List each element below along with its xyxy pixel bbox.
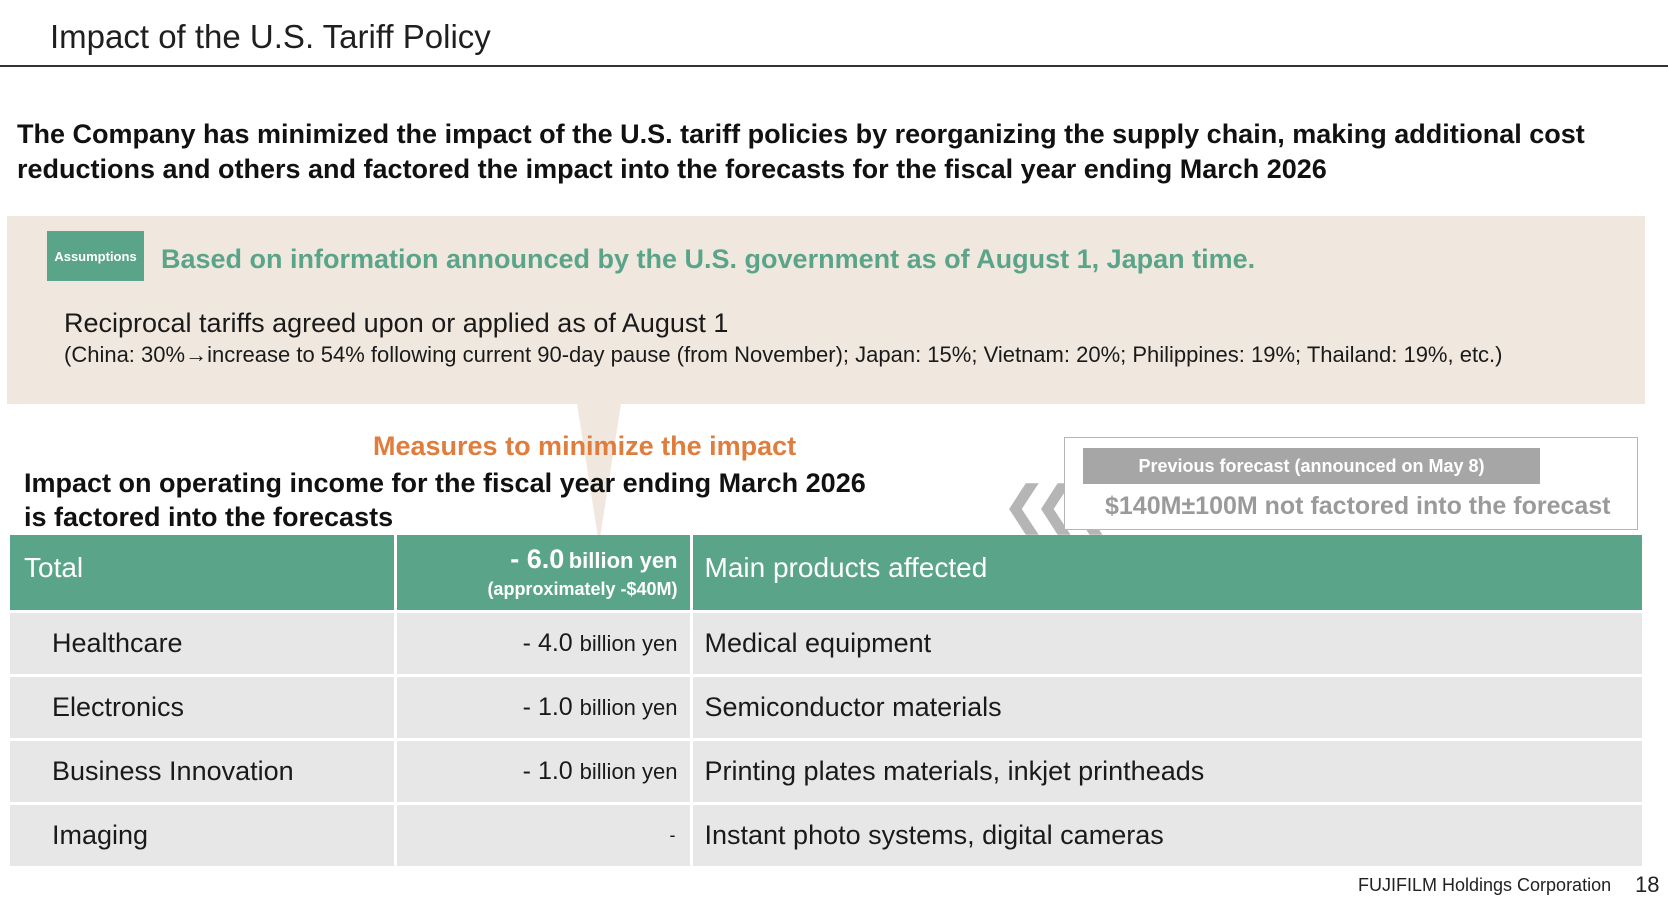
table-row: Imaging - Instant photo systems, digital… — [10, 803, 1642, 869]
previous-forecast-text: $140M±100M not factored into the forecas… — [1105, 492, 1611, 520]
impact-title-line2: is factored into the forecasts — [24, 502, 394, 532]
assumptions-tag: Assumptions — [47, 231, 144, 281]
amount-unit: billion yen — [579, 758, 678, 784]
segment-amount: - — [395, 803, 693, 869]
table-header-row: Total - 6.0 billion yen (approximately -… — [10, 535, 1642, 613]
previous-forecast-tag: Previous forecast (announced on May 8) — [1083, 448, 1540, 484]
title-divider — [0, 65, 1668, 67]
segment-name: Healthcare — [10, 611, 397, 677]
segment-products: Instant photo systems, digital cameras — [691, 803, 1642, 869]
segment-amount: - 1.0 billion yen — [395, 739, 693, 805]
amount-value: - 1.0 — [522, 756, 573, 785]
segment-amount: - 1.0 billion yen — [395, 675, 693, 741]
segment-products: Printing plates materials, inkjet printh… — [691, 739, 1642, 805]
total-amount-unit: billion yen — [568, 548, 678, 574]
amount-unit: billion yen — [579, 694, 678, 720]
page-title: Impact of the U.S. Tariff Policy — [50, 18, 491, 55]
amount-unit: billion yen — [579, 630, 678, 656]
amount-value: - 1.0 — [522, 692, 573, 721]
impact-table: Total - 6.0 billion yen (approximately -… — [10, 535, 1642, 869]
lead-statement: The Company has minimized the impact of … — [17, 119, 1585, 184]
segment-name: Imaging — [10, 803, 397, 869]
total-amount-usd: (approximately -$40M) — [487, 579, 678, 600]
header-total-amount: - 6.0 billion yen (approximately -$40M) — [395, 535, 693, 613]
header-total-label: Total — [10, 535, 397, 613]
table-row: Healthcare - 4.0 billion yen Medical equ… — [10, 611, 1642, 677]
previous-forecast-box: Previous forecast (announced on May 8) $… — [1064, 437, 1638, 530]
impact-title-line1: Impact on operating income for the fisca… — [24, 468, 866, 498]
segment-name: Electronics — [10, 675, 397, 741]
assumptions-headline: Based on information announced by the U.… — [161, 244, 1256, 274]
segment-amount: - 4.0 billion yen — [395, 611, 693, 677]
footer-company: FUJIFILM Holdings Corporation — [1358, 875, 1612, 895]
segment-products: Medical equipment — [691, 611, 1642, 677]
table-row: Business Innovation - 1.0 billion yen Pr… — [10, 739, 1642, 805]
segment-name: Business Innovation — [10, 739, 397, 805]
tariffs-line: Reciprocal tariffs agreed upon or applie… — [64, 308, 729, 338]
impact-title: Impact on operating income for the fisca… — [24, 466, 866, 534]
amount-value: - 4.0 — [522, 628, 573, 657]
header-products-label: Main products affected — [691, 535, 1642, 613]
segment-products: Semiconductor materials — [691, 675, 1642, 741]
tariffs-detail: (China: 30%→increase to 54% following cu… — [64, 342, 1503, 367]
page-number: 18 — [1635, 872, 1660, 897]
measures-label: Measures to minimize the impact — [373, 431, 797, 461]
table-row: Electronics - 1.0 billion yen Semiconduc… — [10, 675, 1642, 741]
assumptions-panel: Assumptions Based on information announc… — [7, 216, 1645, 404]
total-amount-value: - 6.0 — [510, 544, 565, 575]
